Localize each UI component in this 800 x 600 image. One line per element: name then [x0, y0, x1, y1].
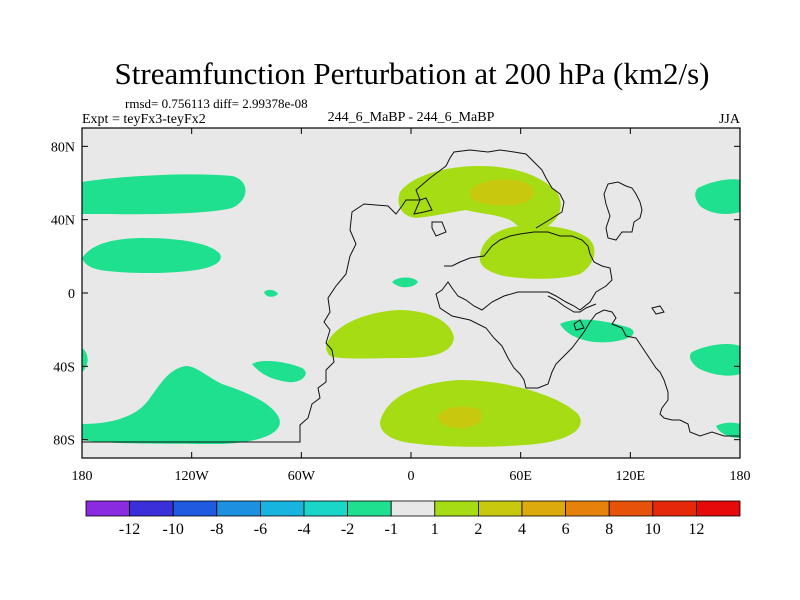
colorbar-swatch — [477, 500, 523, 517]
experiment-label: Expt = teyFx3-teyFx2 — [82, 112, 206, 127]
anomaly-region — [264, 289, 278, 297]
x-tick-label: 180 — [730, 469, 751, 484]
x-axis: 180 120W 60W 0 60E 120E 180 — [72, 128, 751, 484]
y-tick-label: 80S — [53, 434, 75, 449]
colorbar-swatch — [129, 500, 174, 517]
coastline-eurasia-africa — [413, 197, 740, 437]
colorbar-label: -10 — [163, 521, 184, 538]
colorbar-label: 4 — [518, 521, 526, 538]
coastline-australia — [547, 295, 597, 313]
anomaly-region — [392, 277, 418, 288]
y-tick-label: 0 — [68, 287, 75, 302]
colorbar-label: 2 — [474, 521, 482, 538]
colorbar-label: -8 — [210, 521, 223, 538]
anomaly-region — [82, 366, 280, 444]
colorbar-label: -6 — [254, 521, 267, 538]
x-tick-label: 120E — [616, 469, 646, 484]
colorbar-swatch — [521, 500, 566, 517]
anomaly-region — [470, 179, 535, 206]
colorbar-label: 12 — [688, 521, 704, 538]
colorbar-swatch — [347, 500, 392, 517]
anomaly-region — [690, 344, 740, 376]
x-tick-label: 180 — [72, 469, 93, 484]
colorbar-swatch — [565, 500, 610, 517]
stats-line: rmsd= 0.756113 diff= 2.99378e-08 — [125, 96, 308, 111]
colorbar-label: 8 — [605, 521, 613, 538]
colorbar-swatch — [259, 500, 305, 517]
anomaly-region — [252, 361, 306, 383]
colorbar-swatch — [390, 500, 436, 517]
colorbar-label: 1 — [431, 521, 439, 538]
anomaly-region — [82, 174, 246, 215]
colorbar-swatch — [652, 500, 697, 517]
colorbar-swatch — [434, 500, 479, 517]
y-tick-label: 40N — [51, 214, 75, 229]
coastline-greenland — [603, 181, 643, 241]
coastline-americas — [82, 149, 565, 443]
y-tick-label: 80N — [51, 140, 75, 155]
anomaly-fields — [82, 166, 740, 447]
anomaly-region — [438, 406, 482, 428]
colorbar: -12 -10 -8 -6 -4 -2 -1 1 2 4 6 8 10 12 — [85, 500, 741, 538]
x-tick-label: 120W — [175, 469, 210, 484]
coastlines — [82, 149, 740, 443]
colorbar-swatch — [85, 500, 130, 517]
colorbar-label: 6 — [562, 521, 570, 538]
x-tick-label: 60E — [509, 469, 532, 484]
anomaly-region — [695, 179, 740, 214]
colorbar-label: -1 — [385, 521, 398, 538]
colorbar-label: 10 — [645, 521, 661, 538]
anomaly-region — [326, 310, 454, 359]
case-label: 244_6_MaBP - 244_6_MaBP — [328, 110, 495, 125]
colorbar-label: -2 — [341, 521, 354, 538]
colorbar-swatch — [172, 500, 218, 517]
colorbar-swatch — [608, 500, 654, 517]
colorbar-label: -12 — [119, 521, 140, 538]
coastline-islands — [573, 305, 665, 331]
anomaly-region — [82, 238, 221, 273]
colorbar-swatch — [303, 500, 348, 517]
y-axis: 80N 40N 0 40S 80S — [51, 140, 740, 449]
x-tick-label: 60W — [288, 469, 316, 484]
colorbar-label: -4 — [297, 521, 310, 538]
y-tick-label: 40S — [53, 360, 75, 375]
colorbar-swatch — [696, 500, 741, 517]
anomaly-region — [479, 225, 595, 279]
colorbar-swatch — [216, 500, 261, 517]
x-tick-label: 0 — [408, 469, 415, 484]
anomaly-region — [716, 422, 740, 438]
chart-title: Streamfunction Perturbation at 200 hPa (… — [115, 56, 710, 91]
season-label: JJA — [719, 112, 741, 127]
